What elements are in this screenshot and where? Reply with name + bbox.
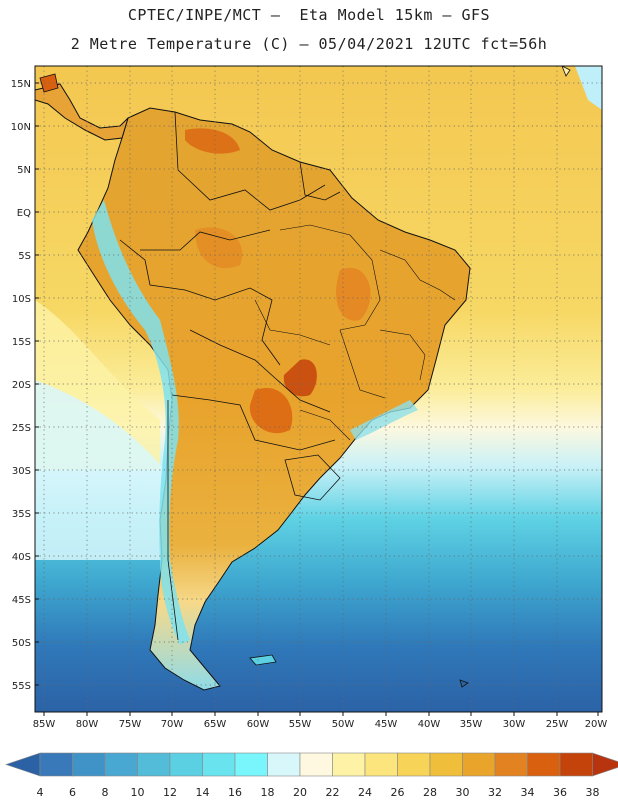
colorbar-swatch	[397, 752, 431, 777]
lat-label: 35S	[12, 509, 31, 520]
lat-label: 50S	[12, 638, 31, 649]
colorbar-swatch	[364, 752, 398, 777]
colorbar-swatch	[332, 752, 366, 777]
state-border-mato-grosso	[254, 299, 331, 346]
south-georgia-island	[459, 679, 469, 688]
colorbar-label: 24	[358, 786, 372, 799]
colorbar-swatch	[527, 752, 561, 777]
lat-label: EQ	[17, 208, 31, 219]
lon-label: 60W	[247, 719, 270, 730]
lon-label: 25W	[546, 719, 569, 730]
border-guianas	[299, 161, 341, 201]
colorbar-swatch	[137, 752, 171, 777]
colorbar-label: 6	[69, 786, 76, 799]
border-argentina-north	[171, 394, 336, 451]
hot-spot-tocantins	[336, 267, 371, 321]
lon-label: 75W	[119, 719, 142, 730]
map-title-line2: 2 Metre Temperature (C) – 05/04/2021 12U…	[70, 35, 548, 53]
lon-label: 80W	[76, 719, 99, 730]
colorbar-swatch	[39, 752, 73, 777]
colorbar-swatch	[299, 752, 333, 777]
lon-label: 50W	[332, 719, 355, 730]
lon-label: 65W	[204, 719, 227, 730]
colorbar-label: 38	[586, 786, 600, 799]
lat-label: 30S	[12, 466, 31, 477]
state-border-northeast	[379, 249, 456, 301]
colorbar-swatch	[462, 752, 496, 777]
colorbar-label: 14	[196, 786, 210, 799]
colorbar-label: 12	[163, 786, 177, 799]
lat-label: 55S	[12, 681, 31, 692]
warm-area-amazon	[195, 227, 243, 269]
colorbar-swatch	[202, 752, 236, 777]
southeast-brazil-cool-strip	[350, 400, 418, 440]
longitude-axis: 85W 80W 75W 70W 65W 60W 55W 50W 45W 40W …	[33, 712, 608, 730]
lat-label: 45S	[12, 595, 31, 606]
lon-label: 55W	[289, 719, 312, 730]
state-border-south	[299, 409, 351, 441]
map-title-line1: CPTEC/INPE/MCT – Eta Model 15km – GFS	[127, 6, 491, 24]
lon-label: 70W	[161, 719, 184, 730]
lat-label: 40S	[12, 552, 31, 563]
colorbar-label: 20	[293, 786, 307, 799]
temperature-colorbar: 4 6 8 10 12 14 16 18 20 22 24 26 28 30 32 34 36 38	[5, 752, 618, 799]
state-border-goias	[339, 329, 386, 399]
caribbean-cool-patch	[575, 66, 602, 110]
state-border-bahia	[379, 329, 426, 381]
falkland-islands	[249, 654, 277, 666]
lat-label: 5N	[17, 165, 31, 176]
colorbar-label: 8	[102, 786, 109, 799]
colorbar-arrow-low	[5, 752, 41, 777]
lat-label: 15N	[11, 79, 31, 90]
border-uruguay	[284, 454, 341, 501]
lon-label: 45W	[375, 719, 398, 730]
lon-label: 40W	[418, 719, 441, 730]
colorbar-swatch	[104, 752, 138, 777]
colorbar-label: 10	[131, 786, 145, 799]
colorbar-label: 4	[37, 786, 44, 799]
colorbar-swatch	[494, 752, 528, 777]
border-colombia-peru-brazil	[140, 229, 271, 251]
colorbar-label: 26	[391, 786, 405, 799]
colorbar-label: 32	[488, 786, 502, 799]
colorbar-label: 22	[326, 786, 340, 799]
hot-spot-venezuela	[185, 128, 240, 154]
lat-label: 10S	[12, 294, 31, 305]
colorbar-swatch	[429, 752, 463, 777]
colorbar-label: 28	[423, 786, 437, 799]
lat-label: 25S	[12, 423, 31, 434]
lat-label: 15S	[12, 337, 31, 348]
border-chile-argentina	[167, 400, 179, 641]
colorbar-swatch	[169, 752, 203, 777]
colorbar-label: 30	[456, 786, 470, 799]
colorbar-label: 18	[261, 786, 275, 799]
hot-spot-chaco	[249, 388, 293, 434]
caribbean-island	[561, 66, 571, 77]
lon-label: 20W	[585, 719, 608, 730]
hot-spot-pantanal	[283, 359, 317, 397]
colorbar-label: 34	[521, 786, 535, 799]
lon-label: 35W	[460, 719, 483, 730]
andes-cool-strip	[92, 200, 190, 645]
lat-label: 5S	[18, 251, 31, 262]
colorbar-swatch	[234, 752, 268, 777]
central-america-landmass	[35, 83, 129, 141]
lat-label: 20S	[12, 380, 31, 391]
graticule	[35, 66, 602, 712]
state-borders	[254, 224, 456, 441]
state-border-para	[279, 224, 381, 331]
colorbar-swatch	[72, 752, 106, 777]
map-frame	[34, 65, 603, 713]
colorbar-arrow-high	[592, 752, 618, 777]
lon-label: 85W	[33, 719, 56, 730]
colorbar-swatch	[559, 752, 593, 777]
latitude-axis: 15N 10N 5N EQ 5S 10S 15S 20S 25S 30S 35S…	[11, 79, 39, 692]
colorbar-label: 16	[228, 786, 242, 799]
colorbar-label: 36	[553, 786, 567, 799]
lat-label: 10N	[11, 122, 31, 133]
border-peru-bolivia-brazil	[119, 239, 281, 366]
colorbar-swatch	[267, 752, 301, 777]
lon-label: 30W	[503, 719, 526, 730]
